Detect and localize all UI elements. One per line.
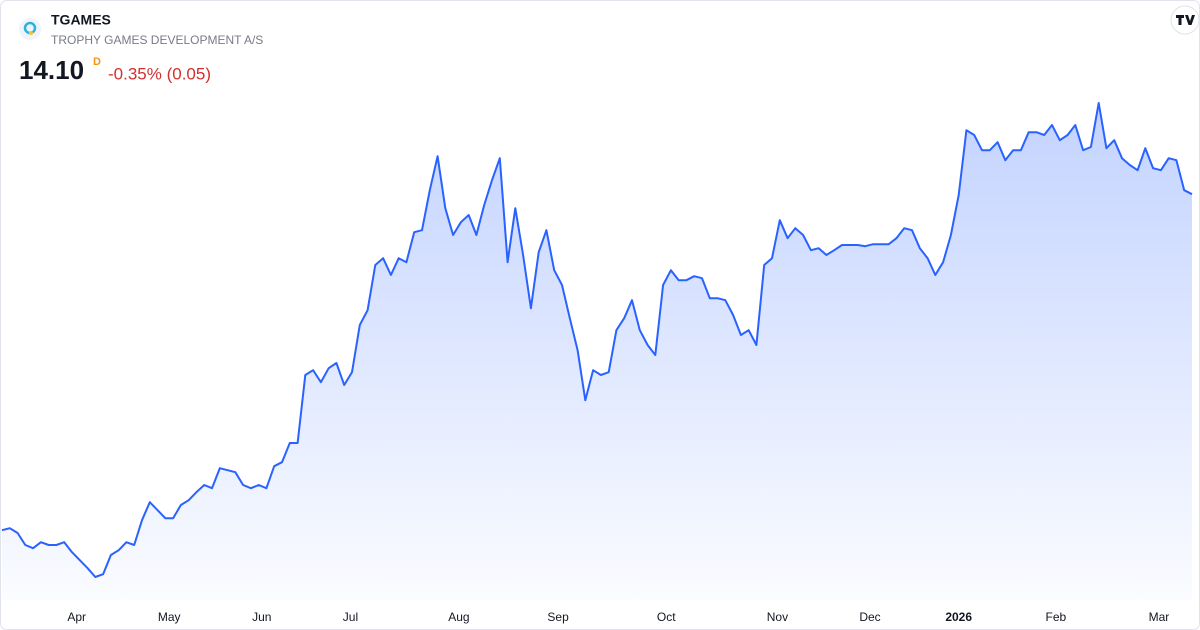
price-line — [1, 102, 1193, 578]
x-tick-label: Jul — [343, 610, 358, 624]
logo — [19, 18, 41, 40]
x-tick-label: May — [158, 610, 181, 624]
area-fill — [2, 103, 1192, 600]
x-tick-label: Jun — [252, 610, 271, 624]
x-tick-label: Oct — [657, 610, 676, 624]
price: 14.10 — [19, 55, 84, 85]
x-tick-label: Nov — [767, 610, 788, 624]
x-tick-label: Dec — [859, 610, 880, 624]
x-tick-label: 2026 — [945, 610, 972, 624]
x-tick-label: Feb — [1046, 610, 1067, 624]
x-tick-label: Apr — [67, 610, 86, 624]
x-tick-label: Aug — [448, 610, 469, 624]
symbol: TGAMES — [51, 12, 111, 28]
logo-dot — [29, 31, 33, 35]
x-tick-label: Mar — [1149, 610, 1170, 624]
price-change: -0.35% (0.05) — [108, 64, 211, 83]
tv-logo — [1176, 15, 1195, 25]
company-name: TROPHY GAMES DEVELOPMENT A/S — [51, 33, 263, 47]
x-tick-label: Sep — [547, 610, 569, 624]
tv-logo-bg — [1170, 5, 1200, 35]
interval: D — [93, 56, 101, 68]
